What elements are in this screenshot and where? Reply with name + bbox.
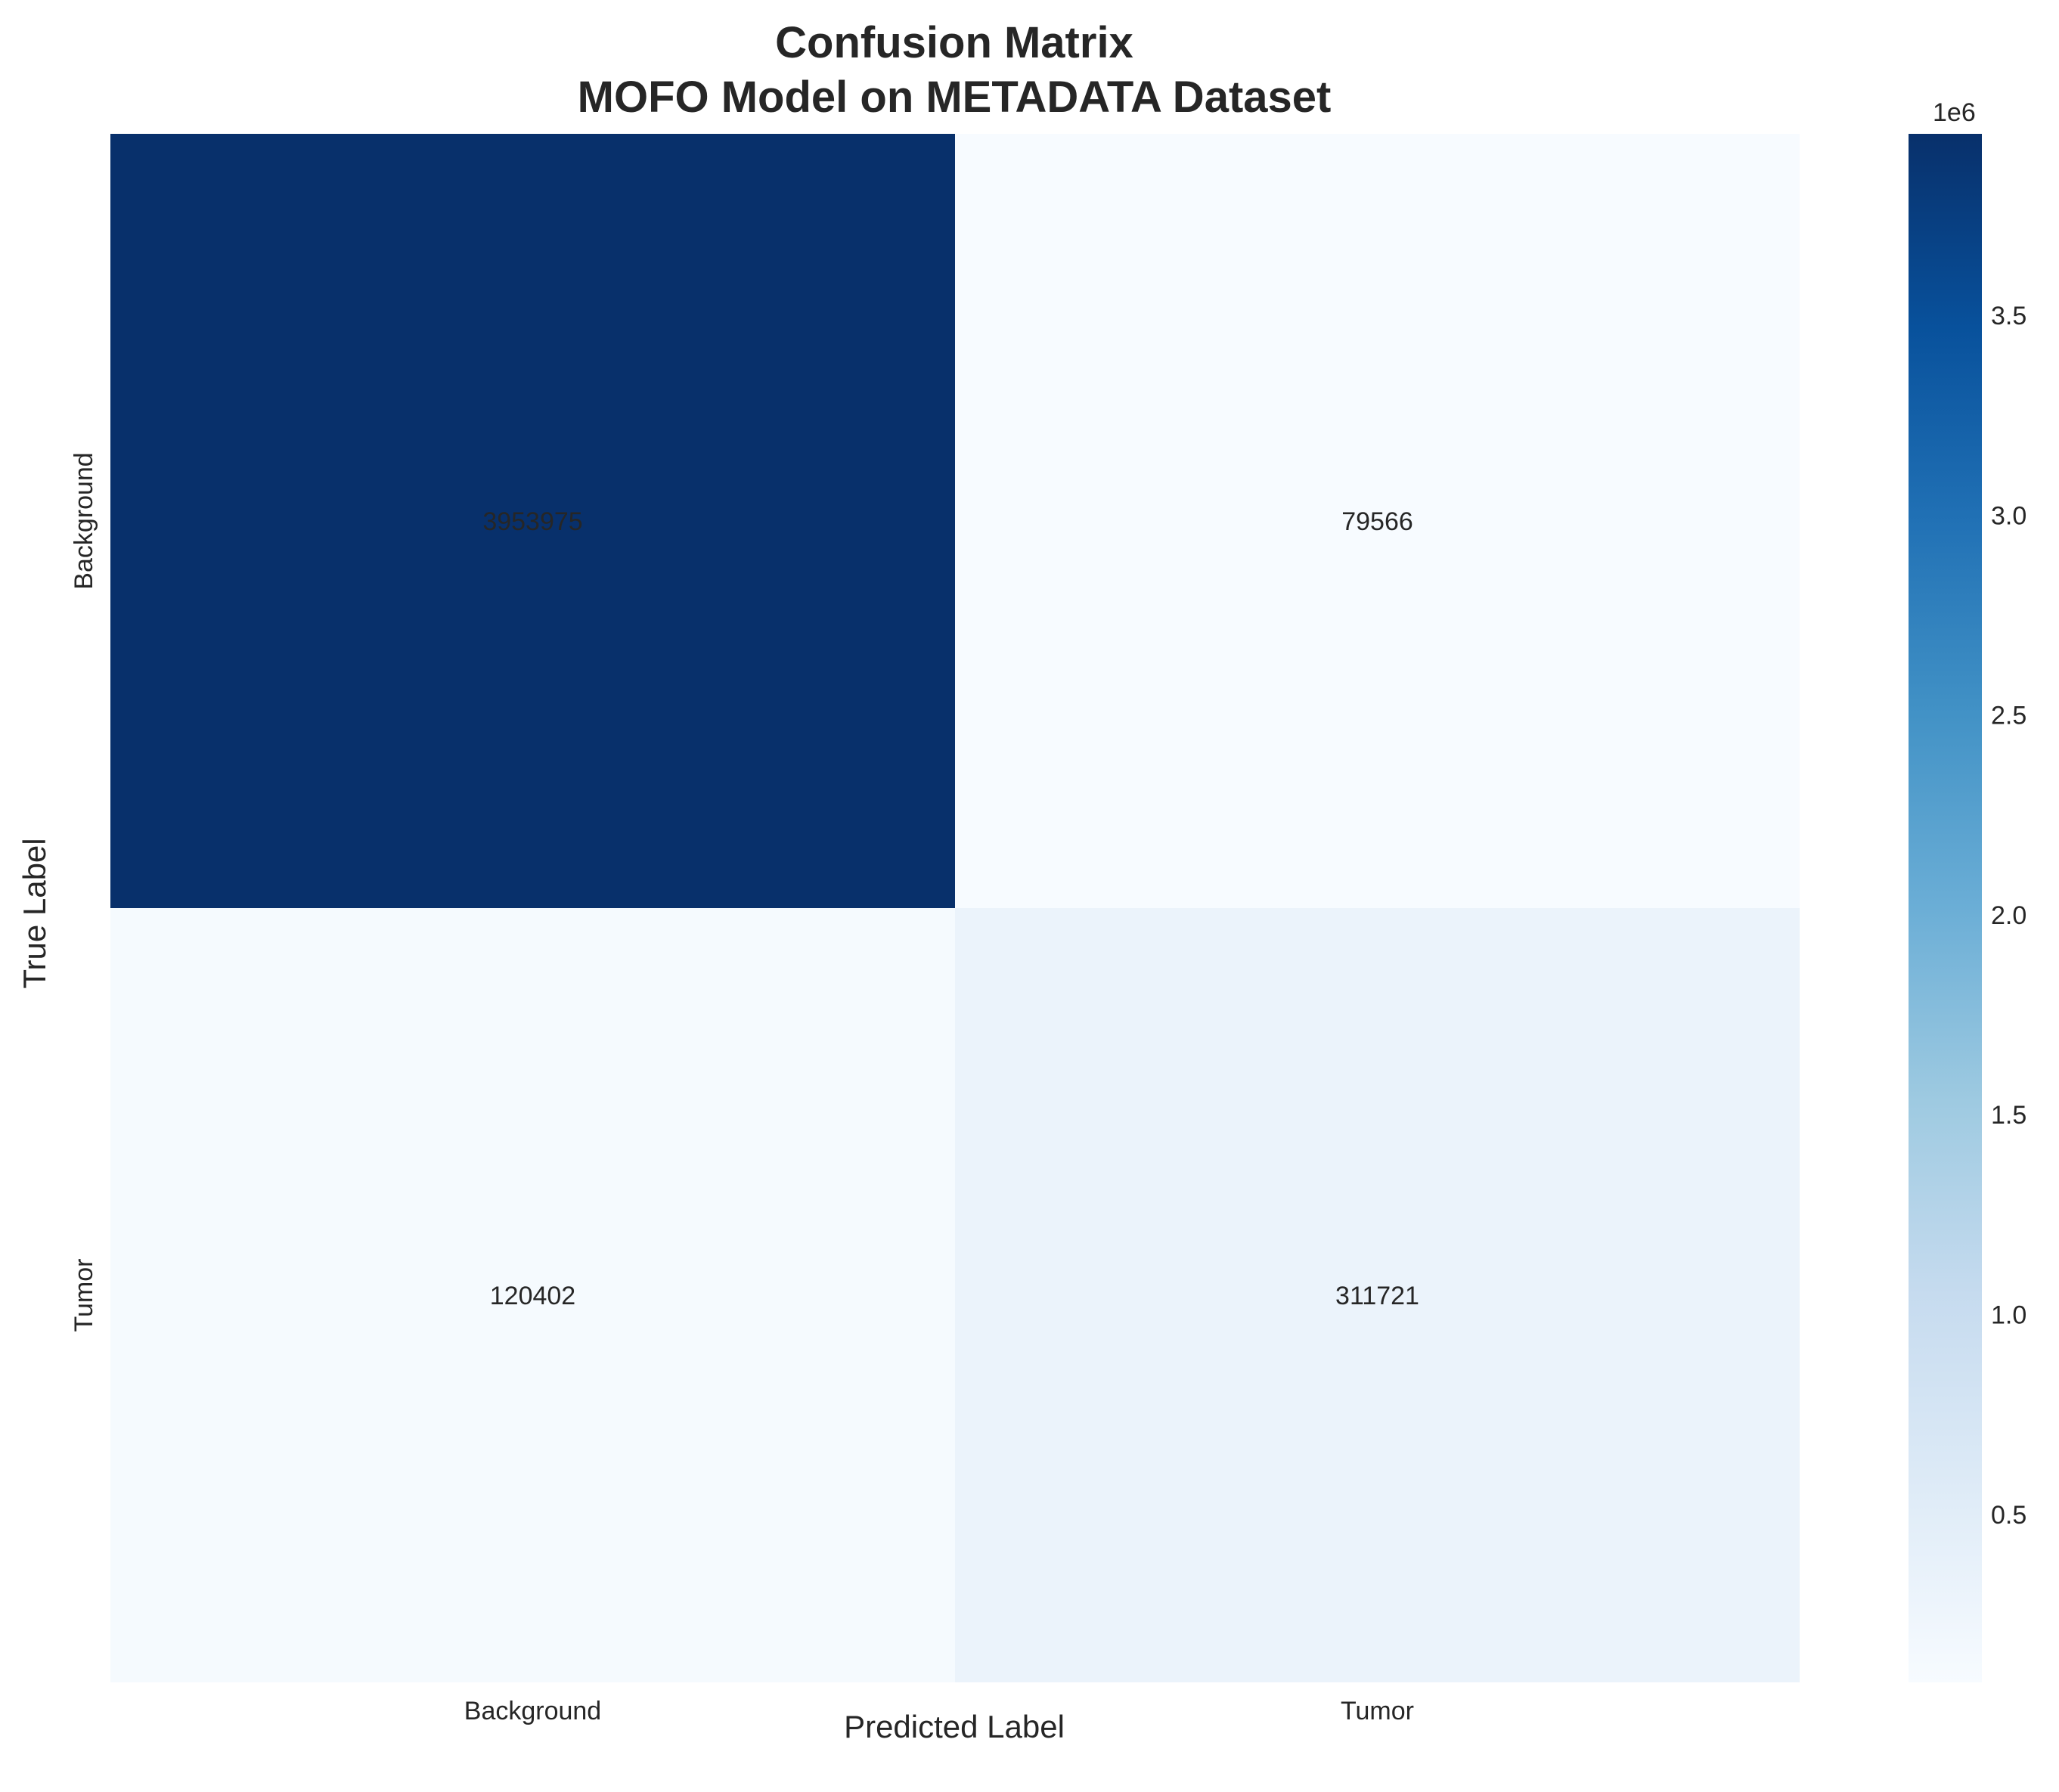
chart-title-line-2: MOFO Model on METADATA Dataset — [578, 73, 1332, 122]
y-tick-label: Background — [70, 452, 98, 589]
cell-value-label: 120402 — [490, 1282, 575, 1310]
colorbar-tick-label: 3.0 — [1991, 501, 2026, 530]
cell-value-label: 79566 — [1341, 507, 1413, 536]
heatmap-cell — [110, 134, 955, 908]
x-tick-label: Background — [464, 1697, 601, 1725]
heatmap-cell — [955, 134, 1800, 908]
cell-value-label: 311721 — [1335, 1282, 1419, 1310]
x-tick-label: Tumor — [1341, 1697, 1414, 1725]
heatmap-cell — [110, 908, 955, 1682]
x-tick-labels: Background Tumor — [464, 1697, 1414, 1725]
y-tick-label: Tumor — [70, 1259, 98, 1332]
colorbar-ticks: 0.5 1.0 1.5 2.0 2.5 3.0 3.5 — [1991, 302, 2026, 1530]
y-tick-labels: Background Tumor — [70, 452, 98, 1332]
y-axis-label: True Label — [17, 838, 52, 988]
colorbar-tick-label: 2.5 — [1991, 702, 2026, 730]
cell-value-label: 3953975 — [482, 507, 582, 536]
heatmap-cell — [955, 908, 1800, 1682]
colorbar-offset-text: 1e6 — [1933, 98, 1976, 127]
heatmap-cell-labels: 3953975 79566 120402 311721 — [482, 507, 1419, 1310]
x-axis-label: Predicted Label — [844, 1709, 1065, 1744]
heatmap-cells — [110, 134, 1800, 1682]
colorbar — [1909, 134, 1982, 1682]
colorbar-tick-label: 0.5 — [1991, 1501, 2026, 1530]
colorbar-tick-label: 3.5 — [1991, 302, 2026, 330]
colorbar-tick-label: 1.5 — [1991, 1101, 2026, 1130]
colorbar-tick-label: 1.0 — [1991, 1301, 2026, 1329]
colorbar-tick-label: 2.0 — [1991, 901, 2026, 930]
chart-title-line-1: Confusion Matrix — [775, 18, 1133, 67]
